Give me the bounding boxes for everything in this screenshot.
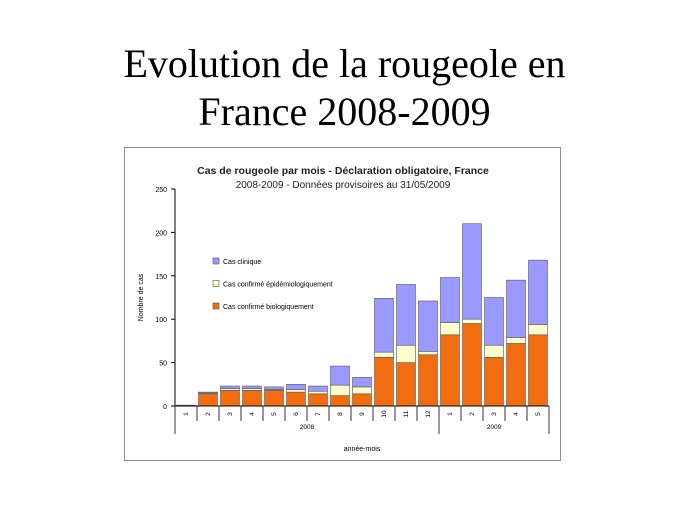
bar-segment	[418, 351, 438, 356]
bar-segment	[286, 391, 306, 407]
x-axis-label: année-mois	[344, 446, 381, 453]
x-tick-label: 1	[183, 412, 190, 416]
bar-segment	[220, 385, 240, 389]
bar-segment	[462, 323, 482, 407]
x-tick-label: 8	[337, 412, 344, 416]
y-tick-label: 200	[155, 230, 167, 237]
bar-segment	[374, 357, 394, 407]
bar-segment	[352, 377, 372, 388]
bar-segment	[506, 337, 526, 344]
legend-swatch	[212, 302, 220, 310]
bar-segment	[484, 357, 504, 407]
bar-segment	[528, 324, 548, 336]
bar-segment	[484, 344, 504, 358]
bar-segment	[484, 297, 504, 346]
x-tick-label: 5	[271, 412, 278, 416]
bar-segment	[286, 384, 306, 390]
bar-segment	[396, 362, 416, 407]
x-tick-label: 2	[205, 412, 212, 416]
bar-segment	[506, 343, 526, 407]
bar-segment	[352, 386, 372, 395]
x-tick-label: 2	[469, 412, 476, 416]
y-tick-label: 50	[159, 361, 167, 368]
bar-segment	[330, 365, 350, 386]
bar-segment	[528, 334, 548, 407]
bar-segment	[462, 223, 482, 320]
bar-segment	[220, 390, 240, 407]
year-label: 2008	[300, 424, 315, 431]
bar-segment	[374, 298, 394, 353]
bar-segment	[330, 384, 350, 396]
legend-label: Cas confirmé biologiquement	[223, 304, 314, 311]
x-tick-label: 4	[513, 412, 520, 416]
slide-title-line-1: Evolution de la rougeole en	[123, 41, 566, 86]
bar-segment	[462, 318, 482, 324]
bar-segment	[440, 322, 460, 336]
bar-segment	[418, 300, 438, 352]
bar-segment	[242, 390, 262, 407]
bar-segment	[308, 393, 328, 407]
chart-frame: Cas de rougeole par mois - Déclaration o…	[124, 147, 561, 461]
bar-segment	[264, 390, 284, 407]
bar-segment	[528, 259, 548, 325]
bar-segment	[198, 391, 218, 394]
x-tick-label: 7	[315, 412, 322, 416]
bar-segment	[396, 344, 416, 363]
bar-segment	[264, 386, 284, 390]
x-tick-label: 11	[403, 410, 410, 417]
legend-swatch	[212, 257, 220, 265]
x-tick-label: 4	[249, 412, 256, 416]
measles-chart: Cas de rougeole par mois - Déclaration o…	[138, 165, 550, 453]
x-tick-label: 6	[293, 412, 300, 416]
chart-subtitle: 2008-2009 - Données provisoires au 31/05…	[236, 180, 451, 191]
x-tick-label: 10	[381, 410, 388, 418]
y-axis-label: Nombre de cas	[138, 273, 145, 321]
y-tick-label: 250	[155, 187, 167, 194]
year-label: 2009	[487, 424, 502, 431]
x-tick-label: 1	[447, 412, 454, 416]
legend-label: Cas clinique	[223, 259, 261, 266]
bar-segment	[308, 390, 328, 395]
x-tick-label: 9	[359, 412, 366, 416]
slide-title: Evolution de la rougeole en France 2008-…	[0, 40, 689, 136]
bar-segment	[242, 385, 262, 389]
bar-segment	[352, 393, 372, 407]
bar-segment	[418, 354, 438, 407]
bar-segment	[308, 385, 328, 392]
bar-segment	[440, 277, 460, 323]
x-tick-label: 12	[425, 410, 432, 418]
legend-label: Cas confirmé épidémiologiquement	[223, 282, 333, 289]
bar-segment	[374, 351, 394, 358]
bar-segment	[330, 395, 350, 407]
bar-segment	[396, 284, 416, 346]
bar-segment	[198, 393, 218, 407]
bar-segment	[506, 279, 526, 338]
x-tick-label: 3	[491, 412, 498, 416]
bar-segment	[440, 334, 460, 407]
bar-segment	[286, 389, 306, 393]
y-tick-label: 150	[155, 274, 167, 281]
y-tick-label: 0	[163, 404, 167, 411]
x-tick-label: 3	[227, 412, 234, 416]
y-tick-label: 100	[155, 317, 167, 324]
legend-swatch	[212, 280, 220, 287]
chart-title: Cas de rougeole par mois - Déclaration o…	[197, 165, 489, 177]
slide-title-line-2: France 2008-2009	[198, 89, 491, 134]
x-tick-label: 5	[535, 412, 542, 416]
